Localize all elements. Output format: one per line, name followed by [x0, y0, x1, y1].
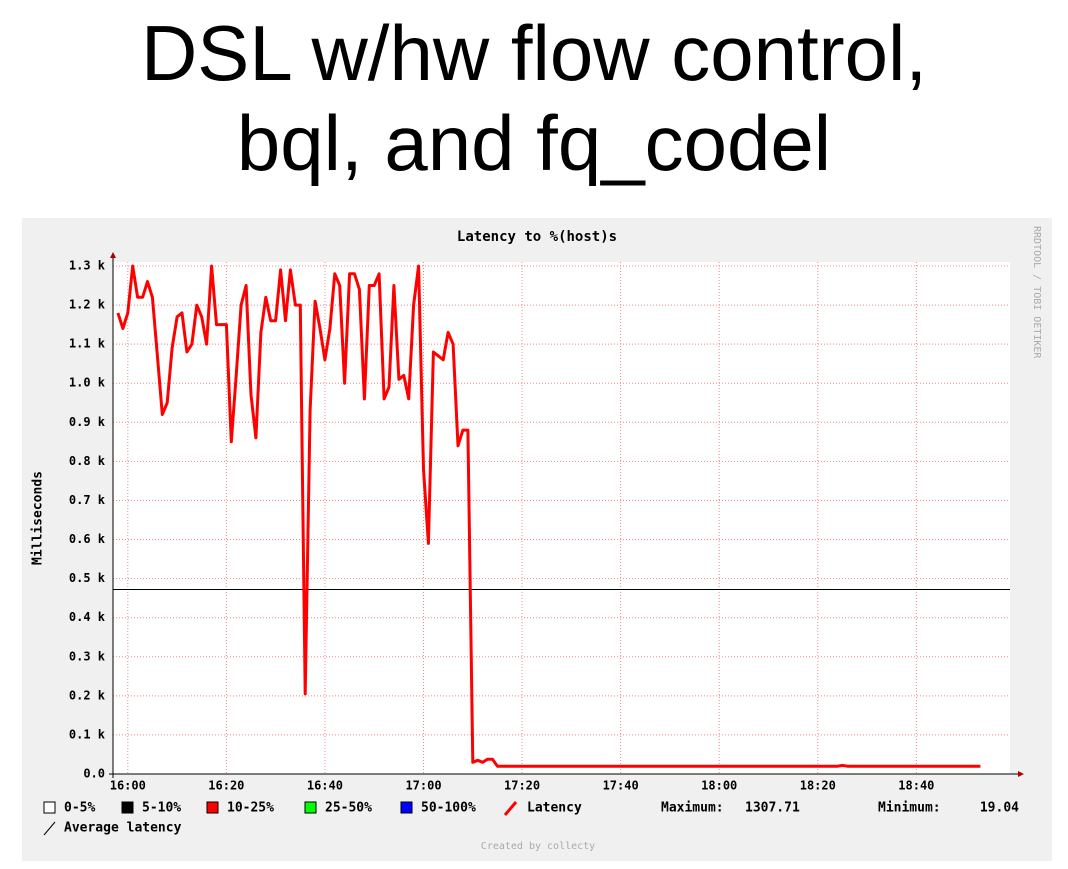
y-tick-label: 1.3 k [69, 259, 106, 273]
x-tick-label: 17:20 [504, 779, 540, 793]
stat-value: 19.04 [980, 801, 1019, 816]
plot-area [113, 262, 1010, 774]
legend-label: 50-100% [421, 801, 476, 816]
legend-label: 25-50% [325, 801, 372, 816]
legend-swatch [121, 801, 134, 814]
legend-line [503, 801, 518, 816]
watermark: RRDTOOL / TOBI OETIKER [1031, 226, 1042, 359]
legend-label: Average latency [64, 821, 182, 836]
x-tick-label: 16:40 [307, 779, 343, 793]
x-tick-label: 17:00 [405, 779, 441, 793]
marks [113, 264, 1010, 768]
legend-swatch [400, 801, 413, 814]
x-tick-label: 16:00 [110, 779, 146, 793]
legend-swatch [206, 801, 219, 814]
x-tick-label: 18:40 [898, 779, 934, 793]
y-tick-label: 0.8 k [69, 454, 106, 468]
y-tick-label: 0.9 k [69, 415, 106, 429]
y-tick-label: 1.2 k [69, 298, 106, 312]
legend-label: 10-25% [227, 801, 274, 816]
legend-line [43, 821, 56, 836]
y-axis-label: Milliseconds [31, 471, 46, 565]
axis-arrow [1018, 771, 1024, 777]
y-tick-label: 0.4 k [69, 610, 106, 624]
y-tick-label: 1.1 k [69, 337, 106, 351]
legend-label: Latency [527, 801, 582, 816]
legend-swatch [43, 801, 56, 814]
y-tick-label: 0.0 [83, 767, 105, 781]
legend-label: 0-5% [64, 801, 95, 816]
y-tick-label: 0.5 k [69, 571, 106, 585]
y-tick-label: 1.0 k [69, 376, 106, 390]
y-tick-label: 0.2 k [69, 688, 106, 702]
slide-title-line: DSL w/hw flow control, [141, 9, 927, 97]
x-tick-label: 18:00 [701, 779, 737, 793]
y-tick-label: 0.3 k [69, 649, 106, 663]
axis-arrow [110, 252, 116, 258]
stat-label: Maximum: [661, 801, 724, 816]
y-tick-label: 0.1 k [69, 727, 106, 741]
stat-value: 1307.71 [745, 801, 800, 816]
footer: Created by collecty [481, 841, 595, 852]
x-tick-label: 17:40 [603, 779, 639, 793]
x-tick-label: 18:20 [800, 779, 836, 793]
legend-label: 5-10% [142, 801, 181, 816]
y-tick-label: 0.6 k [69, 532, 106, 546]
chart-title: Latency to %(host)s [457, 229, 617, 245]
x-tick-label: 16:20 [208, 779, 244, 793]
slide-title-line: bql, and fq_codel [237, 99, 831, 187]
stat-label: Minimum: [878, 801, 941, 816]
y-tick-label: 0.7 k [69, 493, 106, 507]
legend-swatch [304, 801, 317, 814]
latency-line [116, 264, 981, 768]
